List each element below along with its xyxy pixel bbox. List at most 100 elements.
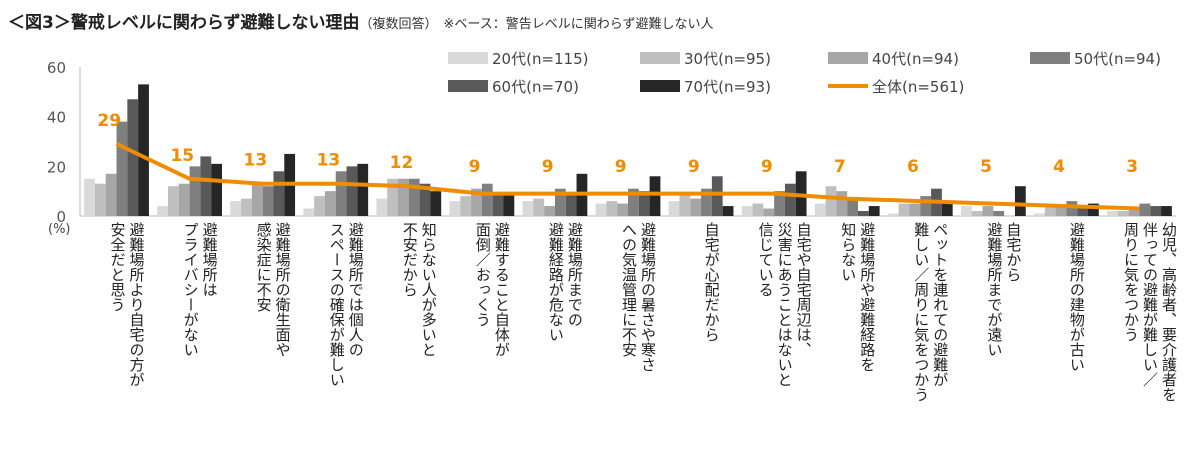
bar — [1044, 206, 1056, 216]
data-label: 6 — [907, 157, 919, 177]
legend-swatch — [640, 52, 680, 64]
legend-label: 50代(n=94) — [1074, 50, 1161, 68]
bar — [649, 176, 661, 216]
bar — [1077, 206, 1088, 216]
legend-label: 全体(n=561) — [872, 78, 964, 96]
legend-label: 30代(n=95) — [684, 50, 771, 68]
data-label: 9 — [542, 157, 554, 177]
bar — [251, 183, 263, 216]
category-label: 避難場所の衛生面や 感染症に不安 — [254, 222, 292, 357]
title-text: ＜図3＞警戒レベルに関わらず避難しない理由 — [8, 13, 360, 33]
bar — [887, 213, 899, 216]
bar — [595, 203, 607, 216]
bar — [211, 163, 222, 216]
bar — [178, 183, 190, 216]
chart-title: ＜図3＞警戒レベルに関わらず避難しない理由（複数回答） ※ベース：警告レベルに関わ… — [8, 8, 714, 33]
category-label: 避難場所より自宅の方が 安全だと思う — [108, 222, 146, 387]
category-label: 自宅が心配だから — [702, 222, 721, 342]
bar — [449, 201, 461, 216]
bar — [847, 198, 858, 216]
bar — [346, 166, 358, 216]
bar — [200, 156, 212, 216]
bar — [471, 188, 482, 216]
bar — [638, 191, 650, 216]
bar — [522, 201, 534, 216]
bar — [752, 203, 764, 216]
y-tick-label: 40 — [47, 109, 66, 127]
bar — [503, 193, 515, 216]
bar — [398, 178, 409, 216]
bar — [157, 206, 168, 216]
data-label: 13 — [244, 151, 268, 171]
bar — [492, 193, 504, 216]
data-label: 5 — [980, 157, 992, 177]
category-label: 避難場所や避難経路を 知らない — [839, 222, 877, 372]
bar — [116, 121, 128, 216]
bar — [1088, 203, 1099, 216]
category-label: 知らない人が多いと 不安だから — [400, 222, 438, 357]
legend-swatch — [1030, 52, 1070, 64]
bar — [868, 206, 880, 216]
bar — [430, 191, 442, 216]
bar — [533, 198, 545, 216]
legend-swatch — [640, 80, 680, 92]
bar — [460, 196, 472, 216]
bar — [617, 203, 628, 216]
data-label: 12 — [390, 153, 414, 173]
bar — [241, 198, 252, 216]
legend-label: 60代(n=70) — [492, 78, 579, 96]
legend-swatch — [448, 52, 488, 64]
bar — [898, 203, 910, 216]
total-line — [115, 142, 1140, 211]
y-tick-label: 60 — [47, 59, 66, 77]
bar — [408, 178, 420, 216]
bar — [711, 176, 723, 216]
bar — [1034, 213, 1045, 216]
bar — [84, 178, 95, 216]
category-label: 幼児、高齢者、要介護者を 伴っての避難が難しい／ 周りに気をつかう — [1121, 222, 1178, 402]
bar — [690, 198, 702, 216]
legend-swatch — [448, 80, 488, 92]
bar — [971, 211, 983, 216]
category-label: 避難場所の建物が古い — [1067, 222, 1086, 372]
bar — [335, 171, 347, 216]
bar — [825, 186, 837, 216]
bar — [565, 193, 577, 216]
bar — [920, 196, 932, 216]
category-label: 避難場所では個人の スペースの確保が難しい — [327, 222, 365, 387]
bar — [858, 211, 869, 216]
bar — [303, 208, 315, 216]
bar — [1014, 186, 1026, 216]
bar — [94, 183, 106, 216]
bar — [982, 206, 994, 216]
y-tick-label: 20 — [47, 158, 66, 176]
bar — [741, 206, 753, 216]
bar — [836, 191, 848, 216]
bar — [324, 191, 336, 216]
bar — [314, 196, 325, 216]
bar — [138, 84, 149, 216]
data-label: 9 — [761, 157, 773, 177]
bar — [376, 198, 388, 216]
category-label: 自宅から 避難場所までが遠い — [985, 222, 1023, 357]
data-label: 15 — [170, 146, 194, 166]
category-label: 避難場所の暑さや寒さ への気温管理に不安 — [620, 222, 657, 372]
bar — [814, 203, 826, 216]
bar — [628, 188, 639, 216]
category-label: 避難すること自体が 面倒／おっくう — [473, 222, 511, 357]
y-tick-label: 0 — [56, 208, 66, 226]
bar — [909, 203, 921, 216]
bar — [1055, 206, 1067, 216]
subtitle: （複数回答） — [359, 17, 438, 32]
bar — [941, 203, 953, 216]
bar — [1150, 206, 1162, 216]
bar — [606, 201, 618, 216]
bar — [1139, 203, 1151, 216]
bar — [960, 206, 972, 216]
bar — [273, 171, 285, 216]
bar — [189, 166, 201, 216]
bar — [544, 206, 555, 216]
data-label: 9 — [469, 157, 481, 177]
bar — [1117, 211, 1129, 216]
